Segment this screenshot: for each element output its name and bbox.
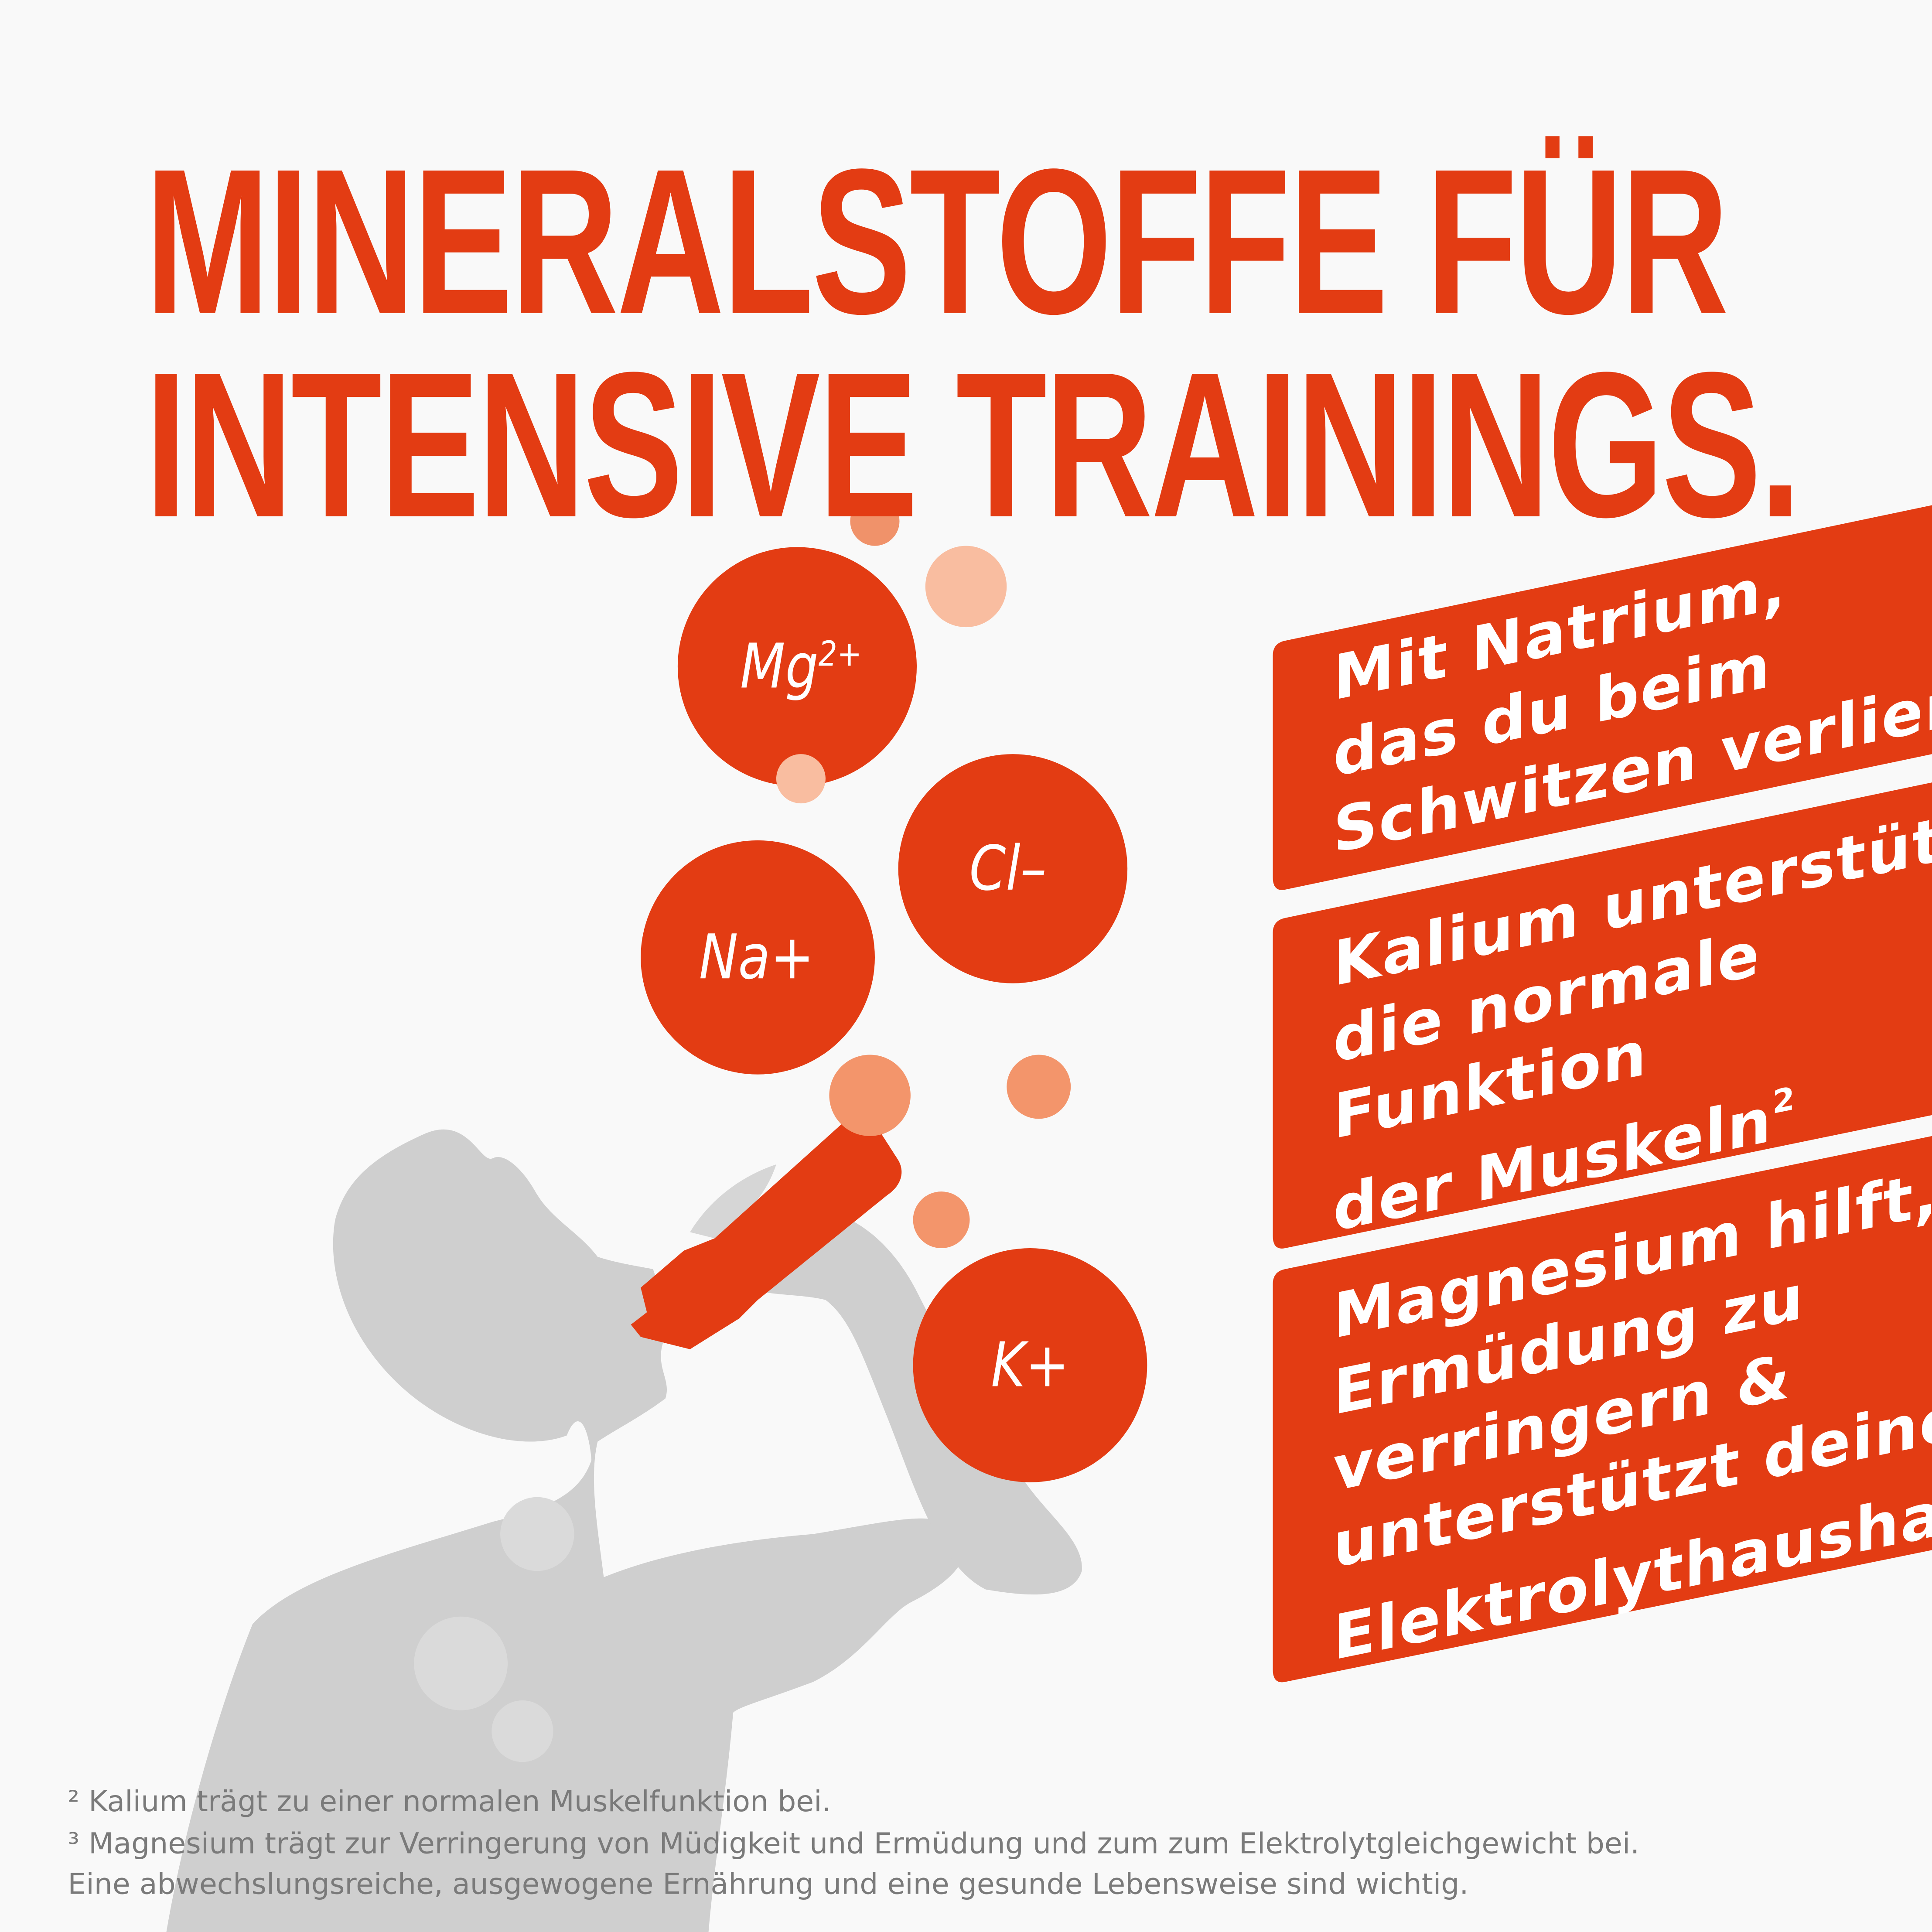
headline-line-1: MINERALSTOFFE FÜR: [145, 126, 1729, 358]
bubble: [1007, 1055, 1071, 1119]
bottle-icon: [631, 1118, 902, 1349]
footnote-ref: 2: [1772, 1080, 1796, 1123]
ion-label-mg: Mg2+: [740, 631, 862, 703]
ion-label-cl: Cl–: [969, 833, 1047, 905]
bubble: [913, 1191, 970, 1249]
hand: [690, 1164, 776, 1239]
ion-symbol: Mg: [740, 631, 819, 703]
bubble: [925, 546, 1007, 628]
panel-magnesium: [1273, 1136, 1932, 1683]
ion-charge: 2+: [818, 634, 862, 675]
ion-circle-mg: [677, 547, 917, 786]
footnote-2: ² Kalium trägt zu einer normalen Muskelf…: [68, 1784, 831, 1819]
bubble: [500, 1497, 574, 1571]
ion-circle-na: [641, 840, 875, 1075]
ion-label-na: Na+: [699, 922, 814, 993]
ion-circle-cl: [898, 754, 1128, 983]
ion-circle-k: [913, 1248, 1147, 1482]
bubble: [850, 496, 900, 546]
bubble: [776, 754, 826, 804]
panel-natrium: [1273, 505, 1932, 890]
footnote-disclaimer: Eine abwechslungsreiche, ausgewogene Ern…: [68, 1867, 1469, 1901]
bubble: [414, 1616, 508, 1710]
raised-arm: [745, 1220, 1082, 1595]
bubble: [829, 1055, 911, 1136]
ion-label-k: K+: [991, 1329, 1069, 1401]
headline-line-2: INTENSIVE TRAININGS.: [145, 329, 1801, 561]
footnote-3: ³ Magnesium trägt zur Verringerung von M…: [68, 1826, 1640, 1861]
panel-kalium: [1273, 782, 1932, 1249]
bubble: [492, 1700, 553, 1762]
